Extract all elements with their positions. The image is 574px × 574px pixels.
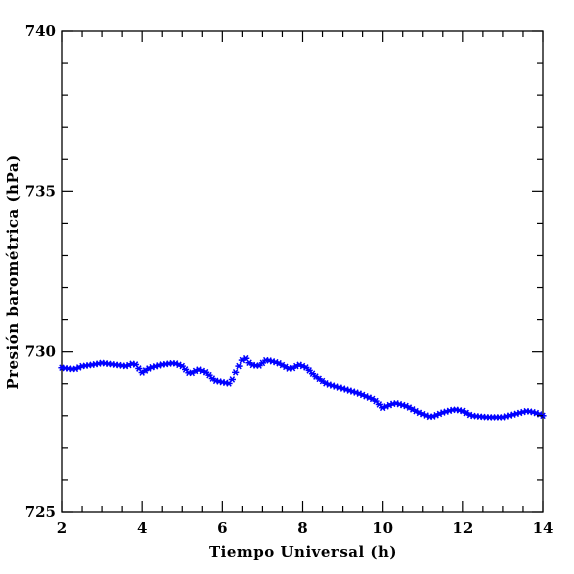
data-point [258,359,267,367]
data-point-stroke [369,395,376,403]
data-point-stroke [520,408,526,416]
data-point-stroke [132,361,139,368]
y-tick-label: 740 [25,22,56,40]
x-tick-label: 14 [533,519,554,537]
data-point [232,369,240,376]
data-point-stroke [406,404,413,411]
data-point-stroke [242,354,249,362]
data-point-stroke [149,363,155,371]
data-point-stroke [136,365,142,372]
x-tick-label: 12 [452,519,473,537]
data-point [302,364,310,371]
data-point-stroke [440,409,446,416]
y-tick-label: 735 [25,182,56,200]
data-point-stroke [209,375,216,382]
data-point-stroke [309,370,316,378]
data-point-stroke [419,410,426,418]
data-point-stroke [316,375,322,383]
data-point-stroke [236,362,242,370]
x-tick-label: 8 [297,519,307,537]
data-point-stroke [319,377,326,385]
data-point [228,376,236,383]
data-point-stroke [299,362,306,370]
data-point-stroke [256,362,262,369]
data-point-stroke [359,391,366,399]
data-point-stroke [363,392,369,400]
data-point-stroke [446,407,453,415]
data-point [235,362,243,370]
y-axis-title: Presión barométrica (hPa) [4,154,22,389]
data-point-stroke [306,367,312,374]
x-axis-title: Tiempo Universal (h) [209,543,397,561]
data-point-stroke [199,367,206,375]
data-point-stroke [366,394,373,401]
data-point-stroke [356,390,363,397]
x-tick-label: 6 [217,519,227,537]
data-point-stroke [500,414,506,421]
x-tick-label: 2 [57,519,67,537]
data-point-stroke [403,402,409,410]
x-tick-label: 4 [137,519,147,537]
plot-frame [61,30,544,513]
axis-ticks [61,30,544,513]
data-point-stroke [533,409,540,417]
data-point-stroke [122,362,129,370]
data-point-stroke [413,407,419,415]
data-point-stroke [206,371,212,379]
data-point-stroke [503,413,510,420]
data-point-stroke [513,410,520,418]
plot-area [61,30,544,513]
data-point-stroke [303,364,309,371]
data-point-stroke [246,359,252,367]
data-point-stroke [409,406,416,413]
data-point-stroke [176,361,182,369]
data-point-stroke [516,409,523,417]
data-point-stroke [443,408,449,416]
data-point [202,368,210,376]
data-point-stroke [376,401,383,408]
data-point-stroke [313,373,319,380]
data-point-stroke [196,366,202,373]
data-point-stroke [510,411,516,419]
data-point-stroke [202,368,209,376]
x-tick-label: 10 [372,519,393,537]
data-point-stroke [296,361,302,369]
tick-labels: 2 4 6 8 10 12 14 725 730 735 740 [25,22,554,537]
data-point [255,362,263,369]
data-point-stroke [373,397,379,405]
y-tick-label: 725 [25,503,56,521]
data-point-stroke [279,361,286,369]
data-point-stroke [172,360,179,367]
data-point-stroke [156,362,162,369]
data-point-stroke [259,359,266,367]
data-point-stroke [232,369,239,376]
data-point-stroke [416,409,423,417]
data-point-stroke [152,362,159,370]
data-point-stroke [229,376,236,383]
data-point-stroke [423,412,429,419]
data-point [308,370,317,378]
data-point-stroke [276,359,282,367]
data-point-stroke [182,366,189,373]
data-point-stroke [463,409,469,417]
data-point-stroke [506,412,513,419]
data-point-stroke [283,363,289,371]
data-point-stroke [460,407,466,415]
data-point-stroke [323,379,329,387]
data-series [58,354,547,421]
data-point-stroke [179,362,186,370]
y-tick-label: 730 [25,343,56,361]
